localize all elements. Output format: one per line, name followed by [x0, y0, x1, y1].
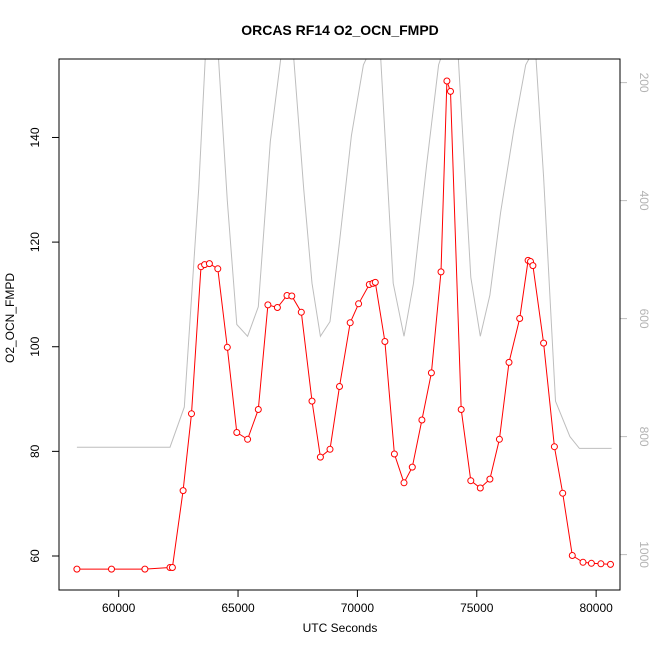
y-tick-label: 80 — [28, 444, 42, 458]
plot-layer: 60000 65000 70000 75000 80000 60 80 100 120 140 20… — [28, 59, 650, 615]
data-point — [371, 278, 379, 286]
data-point — [264, 301, 272, 309]
data-point — [355, 300, 363, 308]
data-point — [516, 315, 524, 322]
data-point — [597, 560, 605, 568]
data-point — [447, 87, 454, 95]
data-point — [288, 292, 296, 300]
data-point — [427, 369, 435, 377]
y2-tick-label: 1000 — [637, 541, 650, 568]
data-point — [141, 565, 149, 573]
data-point — [418, 416, 426, 424]
secondary-series-line — [76, 59, 612, 449]
data-point — [108, 565, 115, 573]
y2-tick-label: 600 — [637, 309, 650, 329]
data-point — [381, 338, 389, 345]
x-tick-label: 60000 — [102, 601, 136, 615]
x-tick-label: 80000 — [579, 601, 613, 615]
data-point — [273, 304, 281, 311]
data-point — [568, 552, 576, 559]
y-tick-label: 60 — [28, 549, 42, 563]
data-point — [437, 268, 445, 276]
data-point — [308, 397, 316, 405]
primary-series-line — [76, 80, 611, 570]
y2-tick-label: 200 — [637, 73, 650, 93]
x-tick-label: 70000 — [341, 601, 375, 615]
data-point — [495, 435, 503, 443]
y-tick-label: 140 — [28, 127, 42, 147]
series-group — [73, 59, 614, 573]
x-tick-label: 65000 — [221, 601, 255, 615]
data-point — [579, 558, 587, 566]
data-point — [390, 450, 398, 458]
data-point — [587, 559, 595, 567]
data-point — [205, 260, 213, 268]
data-point — [443, 77, 451, 85]
y-tick-label: 100 — [28, 336, 42, 356]
data-point — [486, 475, 494, 483]
y2-tick-label: 800 — [637, 427, 650, 447]
data-point — [297, 308, 305, 316]
data-point — [607, 560, 614, 568]
data-point — [336, 383, 343, 390]
data-point — [316, 453, 324, 461]
data-point — [254, 406, 262, 413]
data-point — [540, 339, 548, 347]
data-point — [244, 435, 252, 443]
data-point — [400, 479, 408, 487]
data-point — [559, 489, 567, 497]
data-point — [505, 358, 513, 366]
y-axis-label: O2_OCN_FMPD — [3, 273, 17, 363]
chart-title: ORCAS RF14 O2_OCN_FMPD — [241, 22, 439, 38]
data-point — [550, 443, 558, 451]
data-point — [188, 410, 195, 418]
data-point — [179, 487, 187, 495]
data-point — [457, 406, 465, 413]
data-point — [408, 463, 416, 471]
data-point — [326, 445, 334, 453]
x-axis-label: UTC Seconds — [303, 621, 378, 635]
data-point — [346, 319, 354, 327]
data-point — [223, 343, 231, 351]
y-tick-label: 120 — [28, 232, 42, 252]
data-point — [214, 265, 222, 273]
data-point — [529, 262, 537, 270]
y2-tick-label: 400 — [637, 191, 650, 211]
data-point — [233, 429, 241, 436]
x-tick-label: 75000 — [460, 601, 494, 615]
data-point — [476, 484, 484, 492]
data-point — [73, 565, 81, 573]
data-point — [168, 564, 176, 571]
data-point — [467, 477, 475, 485]
plot-frame — [58, 58, 621, 591]
